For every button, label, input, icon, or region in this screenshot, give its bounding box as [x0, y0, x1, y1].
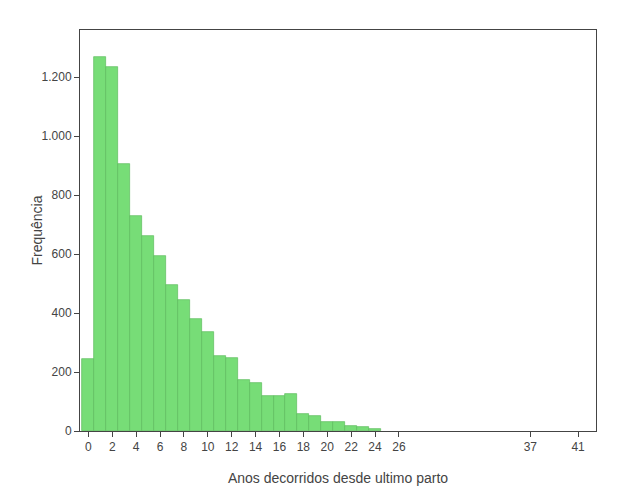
svg-text:400: 400	[52, 306, 72, 320]
svg-text:Anos decorridos desde ultimo p: Anos decorridos desde ultimo parto	[228, 470, 448, 486]
svg-text:20: 20	[321, 440, 335, 454]
svg-text:1.200: 1.200	[42, 70, 72, 84]
svg-text:16: 16	[273, 440, 287, 454]
svg-text:200: 200	[52, 365, 72, 379]
svg-text:Frequência: Frequência	[29, 195, 45, 265]
svg-text:41: 41	[571, 440, 585, 454]
svg-text:37: 37	[524, 440, 538, 454]
svg-text:0: 0	[65, 424, 72, 438]
svg-text:8: 8	[181, 440, 188, 454]
svg-text:6: 6	[157, 440, 164, 454]
svg-text:4: 4	[133, 440, 140, 454]
svg-text:2: 2	[109, 440, 116, 454]
svg-text:18: 18	[297, 440, 311, 454]
svg-text:24: 24	[368, 440, 382, 454]
svg-text:22: 22	[344, 440, 358, 454]
svg-text:12: 12	[225, 440, 239, 454]
svg-text:0: 0	[85, 440, 92, 454]
svg-text:26: 26	[392, 440, 406, 454]
svg-text:1.000: 1.000	[42, 129, 72, 143]
svg-text:800: 800	[52, 188, 72, 202]
svg-text:600: 600	[52, 247, 72, 261]
svg-text:14: 14	[249, 440, 263, 454]
svg-text:10: 10	[201, 440, 215, 454]
